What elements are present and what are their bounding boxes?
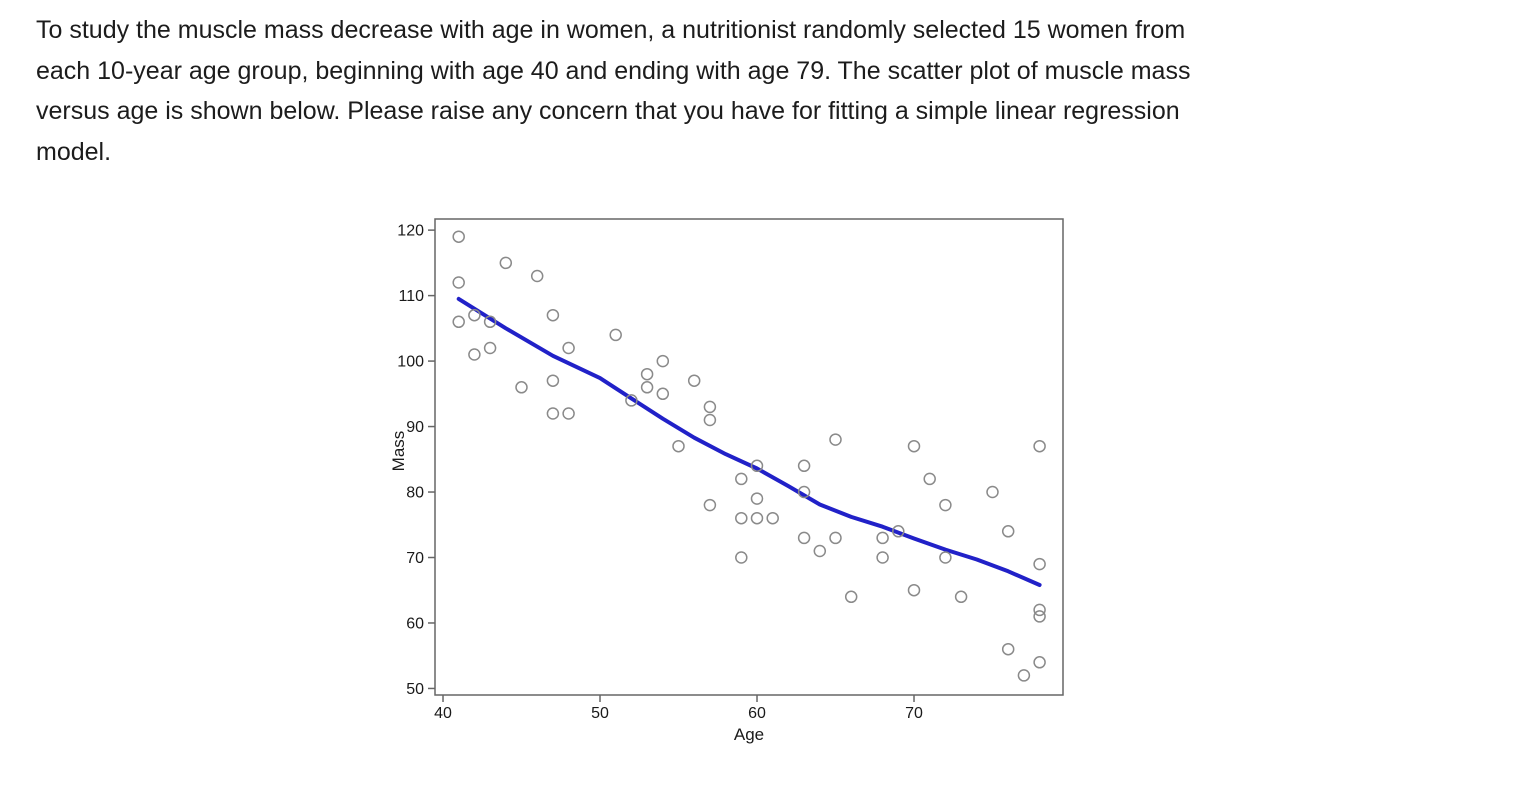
x-axis-label: Age: [734, 725, 764, 744]
data-point: [939, 551, 952, 564]
y-tick-label: 120: [397, 223, 424, 240]
data-point: [452, 276, 465, 289]
data-point: [735, 551, 748, 564]
data-point: [813, 544, 827, 558]
data-point: [750, 511, 764, 525]
data-point: [1001, 525, 1015, 538]
data-point: [656, 354, 670, 368]
data-point: [546, 308, 560, 322]
data-point: [986, 485, 999, 499]
data-point: [640, 367, 654, 381]
question-line-2: each 10-year age group, beginning with a…: [36, 56, 1191, 85]
data-point: [954, 590, 968, 604]
data-point: [876, 531, 889, 545]
data-point: [687, 374, 701, 387]
y-tick-label: 80: [406, 485, 424, 502]
data-point: [750, 492, 764, 505]
data-point: [703, 498, 717, 512]
data-point: [1033, 439, 1046, 453]
data-point: [907, 583, 921, 597]
data-point: [735, 472, 748, 486]
data-point: [562, 407, 575, 420]
y-tick-label: 70: [406, 550, 424, 567]
data-point: [483, 315, 497, 329]
data-point: [797, 459, 811, 473]
lowess-line: [456, 296, 1042, 587]
question-line-1: To study the muscle mass decrease with a…: [36, 16, 1186, 44]
data-point: [468, 348, 481, 361]
data-point: [483, 341, 497, 355]
data-point: [829, 433, 842, 446]
data-point: [797, 531, 811, 545]
question-line-3: versus age is shown below. Please raise …: [36, 97, 1180, 125]
data-point: [939, 498, 952, 512]
x-tick-label: 40: [434, 705, 452, 722]
y-tick-label: 100: [397, 354, 424, 371]
question-text: To study the muscle mass decrease with a…: [36, 10, 1190, 172]
data-point: [625, 394, 638, 407]
data-point: [562, 341, 575, 355]
y-tick-label: 60: [406, 615, 424, 632]
y-tick-label: 50: [406, 681, 424, 698]
data-point: [1017, 669, 1031, 682]
data-point: [1033, 603, 1046, 617]
y-tick-label: 110: [398, 288, 424, 305]
data-point: [530, 269, 544, 283]
data-point: [609, 328, 622, 342]
data-point: [844, 590, 858, 604]
x-tick-label: 70: [905, 705, 923, 722]
data-point: [546, 407, 560, 420]
data-point: [1033, 557, 1046, 571]
data-point: [766, 511, 779, 525]
data-point: [1033, 656, 1046, 669]
data-point: [452, 315, 465, 329]
data-point: [546, 374, 560, 387]
data-point: [452, 230, 465, 243]
data-point: [656, 387, 670, 401]
data-point: [892, 525, 905, 538]
data-point: [499, 256, 513, 270]
data-point: [515, 381, 528, 394]
data-point: [1001, 642, 1015, 656]
x-tick-label: 50: [591, 705, 609, 722]
data-point: [735, 511, 748, 525]
data-point: [468, 308, 481, 322]
data-point: [672, 439, 685, 453]
plot-frame: [434, 218, 1064, 696]
data-point: [703, 400, 717, 414]
y-axis-label: Mass: [389, 431, 408, 472]
data-point: [923, 472, 936, 486]
data-point: [703, 413, 717, 427]
data-point: [1033, 610, 1046, 623]
data-point: [876, 551, 889, 564]
x-tick-label: 60: [748, 705, 766, 722]
data-point: [797, 485, 811, 499]
data-point: [640, 381, 654, 394]
question-line-4: model.: [36, 137, 112, 166]
y-tick-label: 90: [406, 419, 424, 436]
data-point: [750, 459, 764, 473]
data-point: [829, 531, 842, 545]
data-point: [907, 439, 921, 453]
